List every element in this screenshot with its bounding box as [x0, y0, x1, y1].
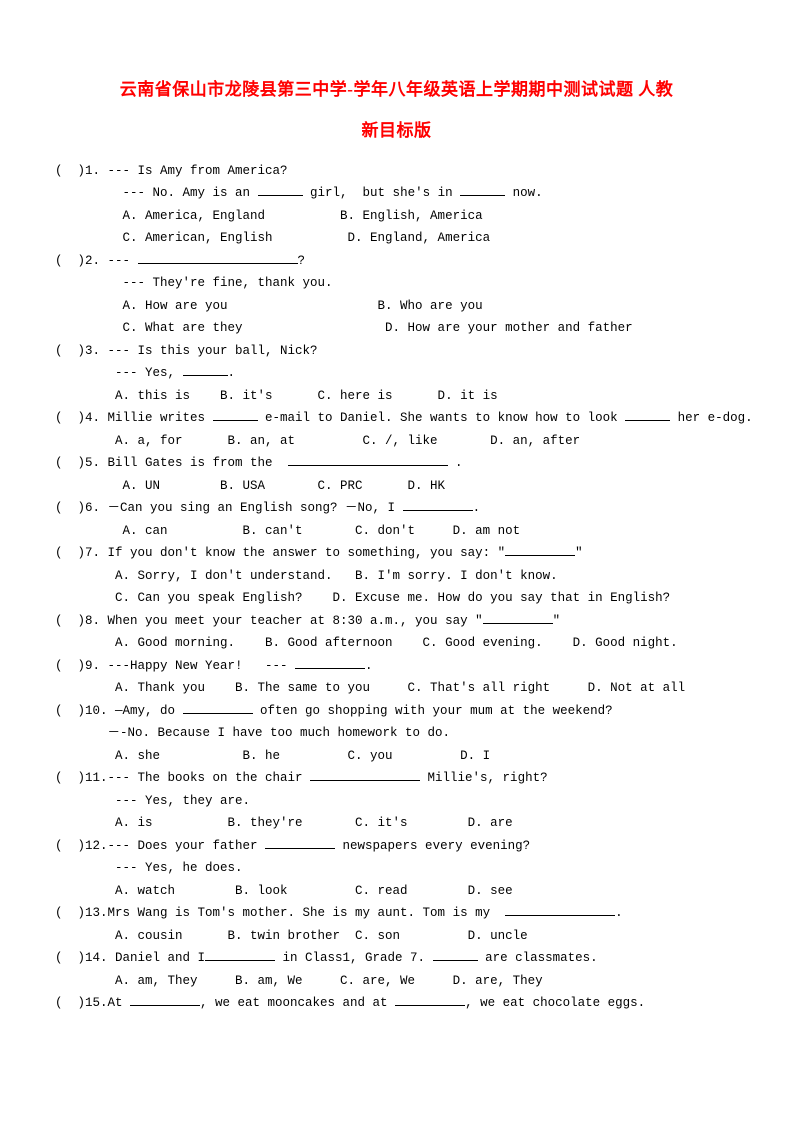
q10-stem: ( )10. —Amy, do often go shopping with y…: [55, 700, 738, 723]
q6-opts: A. can B. can't C. don't D. am not: [55, 520, 738, 543]
q4-opts: A. a, for B. an, at C. /, like D. an, af…: [55, 430, 738, 453]
q3-stem: ( )3. --- Is this your ball, Nick?: [55, 340, 738, 363]
title-line-2: 新目标版: [55, 111, 738, 152]
q11-opts: A. is B. they're C. it's D. are: [55, 812, 738, 835]
q7-opts-ab: A. Sorry, I don't understand. B. I'm sor…: [55, 565, 738, 588]
exam-title: 云南省保山市龙陵县第三中学-学年八年级英语上学期期中测试试题 人教 新目标版: [55, 70, 738, 152]
q3-stem2: --- Yes, .: [55, 362, 738, 385]
q2-stem2: --- They're fine, thank you.: [55, 272, 738, 295]
q11-stem: ( )11.--- The books on the chair Millie'…: [55, 767, 738, 790]
q9-opts: A. Thank you B. The same to you C. That'…: [55, 677, 738, 700]
title-line-1: 云南省保山市龙陵县第三中学-学年八年级英语上学期期中测试试题 人教: [55, 70, 738, 111]
q14-opts: A. am, They B. am, We C. are, We D. are,…: [55, 970, 738, 993]
q13-stem: ( )13.Mrs Wang is Tom's mother. She is m…: [55, 902, 738, 925]
q10-opts: A. she B. he C. you D. I: [55, 745, 738, 768]
q8-stem: ( )8. When you meet your teacher at 8:30…: [55, 610, 738, 633]
q1-stem2: --- No. Amy is an girl, but she's in now…: [55, 182, 738, 205]
q3-opts: A. this is B. it's C. here is D. it is: [55, 385, 738, 408]
q4-stem: ( )4. Millie writes e-mail to Daniel. Sh…: [55, 407, 738, 430]
questions-block: ( )1. --- Is Amy from America? --- No. A…: [55, 160, 738, 1015]
q6-stem: ( )6. －Can you sing an English song? －No…: [55, 497, 738, 520]
q11-stem2: --- Yes, they are.: [55, 790, 738, 813]
q2-opts-cd: C. What are they D. How are your mother …: [55, 317, 738, 340]
q7-opts-cd: C. Can you speak English? D. Excuse me. …: [55, 587, 738, 610]
q1-opts-cd: C. American, English D. England, America: [55, 227, 738, 250]
q2-opts-ab: A. How are you B. Who are you: [55, 295, 738, 318]
q7-stem: ( )7. If you don't know the answer to so…: [55, 542, 738, 565]
q12-stem: ( )12.--- Does your father newspapers ev…: [55, 835, 738, 858]
q15-stem: ( )15.At , we eat mooncakes and at , we …: [55, 992, 738, 1015]
q1-opts-ab: A. America, England B. English, America: [55, 205, 738, 228]
q10-stem2: －-No. Because I have too much homework t…: [55, 722, 738, 745]
q5-opts: A. UN B. USA C. PRC D. HK: [55, 475, 738, 498]
q9-stem: ( )9. ---Happy New Year! --- .: [55, 655, 738, 678]
q8-opts: A. Good morning. B. Good afternoon C. Go…: [55, 632, 738, 655]
q12-stem2: --- Yes, he does.: [55, 857, 738, 880]
q12-opts: A. watch B. look C. read D. see: [55, 880, 738, 903]
q2-stem: ( )2. --- ?: [55, 250, 738, 273]
q14-stem: ( )14. Daniel and I in Class1, Grade 7. …: [55, 947, 738, 970]
q5-stem: ( )5. Bill Gates is from the .: [55, 452, 738, 475]
q13-opts: A. cousin B. twin brother C. son D. uncl…: [55, 925, 738, 948]
q1-stem: ( )1. --- Is Amy from America?: [55, 160, 738, 183]
